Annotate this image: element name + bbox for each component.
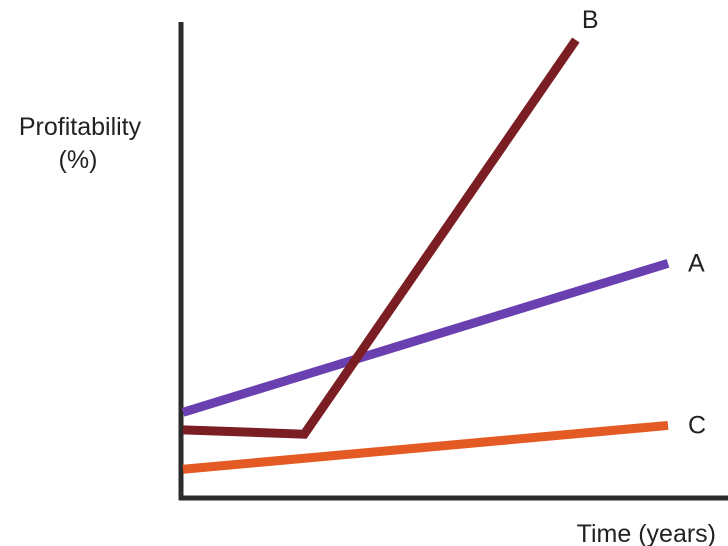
- y-axis-label-line1: Profitability: [19, 113, 142, 141]
- series-line-c: [182, 420, 669, 474]
- series-line-b: [182, 37, 580, 439]
- y-axis-label-line2: (%): [59, 146, 98, 174]
- series-label-b: B: [582, 6, 599, 34]
- series-layer: A B C: [181, 6, 706, 474]
- x-axis-label: Time (years): [577, 520, 716, 546]
- series-label-c: C: [688, 411, 706, 439]
- series-label-a: A: [688, 249, 705, 277]
- series-line-a: [181, 259, 670, 417]
